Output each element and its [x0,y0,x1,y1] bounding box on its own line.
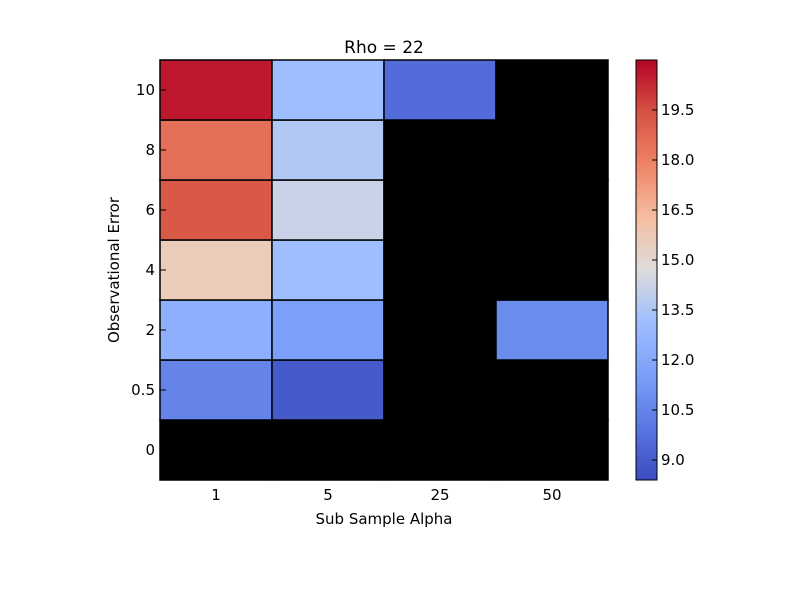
heatmap-cell [495,119,609,181]
x-tick-label: 50 [542,486,561,504]
chart-title: Rho = 22 [344,38,424,58]
y-tick-label: 6 [145,201,155,219]
heatmap-cell [271,299,385,361]
heatmap-cell [383,119,497,181]
colorbar-tick-label: 12.0 [661,351,694,369]
heatmap-cell [383,299,497,361]
heatmap-cell [495,419,609,481]
heatmap-cell [159,299,273,361]
colorbar-tick-label: 10.5 [661,401,694,419]
heatmap-cell [383,359,497,421]
heatmap-cell [383,419,497,481]
colorbar-tick-label: 16.5 [661,201,694,219]
heatmap-cell [159,179,273,241]
y-axis-ticks: 0 0.5 2 4 6 8 10 [131,81,166,459]
colorbar-tick-label: 19.5 [661,101,694,119]
heatmap-cell [271,179,385,241]
heatmap-cell [271,419,385,481]
x-tick-label: 25 [430,486,449,504]
x-tick-label: 1 [211,486,221,504]
colorbar-tick-label: 18.0 [661,151,694,169]
heatmap-cell [159,119,273,181]
y-tick-label: 0 [145,441,155,459]
heatmap-cell [271,59,385,121]
heatmap-cells [159,59,609,481]
y-tick-label: 4 [145,261,155,279]
heatmap-cell [495,299,609,361]
heatmap-cell [383,59,497,121]
colorbar-tick-label: 15.0 [661,251,694,269]
x-axis-label: Sub Sample Alpha [316,510,453,528]
heatmap-cell [383,179,497,241]
heatmap-cell [495,359,609,421]
heatmap-cell [159,419,273,481]
heatmap-cell [159,359,273,421]
y-tick-label: 8 [145,141,155,159]
heatmap-cell [495,239,609,301]
heatmap-cell [495,59,609,121]
colorbar-gradient [635,59,658,481]
heatmap-cell [271,359,385,421]
heatmap-cell [383,239,497,301]
heatmap-cell [271,119,385,181]
colorbar-tick-label: 13.5 [661,301,694,319]
heatmap-cell [495,179,609,241]
x-axis-ticks: 1 5 25 50 [211,474,562,504]
x-tick-label: 5 [323,486,333,504]
colorbar: 9.0 10.5 12.0 13.5 15.0 16.5 18.0 19.5 [635,59,694,481]
colorbar-tick-label: 9.0 [661,451,685,469]
y-tick-label: 2 [145,321,155,339]
heatmap-cell [159,59,273,121]
heatmap-cell [271,239,385,301]
heatmap-cell [159,239,273,301]
y-axis-label: Observational Error [105,196,123,343]
y-tick-label: 0.5 [131,381,155,399]
y-tick-label: 10 [136,81,155,99]
